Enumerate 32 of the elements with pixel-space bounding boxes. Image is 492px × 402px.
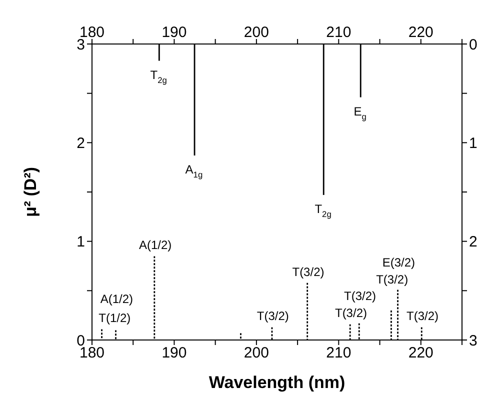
y-axis-title: μ² (D²) (21, 166, 40, 218)
y2-tick-label: 3 (469, 332, 478, 350)
annotation: A$_{1g}$ (185, 162, 203, 180)
x-tick-label: 210 (326, 24, 352, 41)
annotation: A(1/2) (100, 292, 134, 306)
y2-tick-label: 0 (469, 36, 478, 54)
annotation: T(3/2) (334, 306, 368, 320)
annotation: E$_{g}$ (354, 104, 367, 122)
x2-tick-label: 210 (326, 344, 352, 362)
annotation: T(3/2) (376, 272, 408, 286)
annotation: T(1/2) (98, 311, 131, 326)
x-tick-label: 200 (244, 24, 269, 41)
annotation: T(3/2) (292, 264, 324, 279)
x2-tick-label: 220 (408, 344, 434, 362)
y2-tick-label: 1 (469, 134, 478, 152)
annotation: T(3/2) (406, 309, 439, 324)
x2-tick-label: 180 (79, 344, 105, 362)
x-axis-title: Wavelength (nm) (208, 373, 346, 392)
annotation: A(1/2) (138, 238, 172, 252)
annotation: T(3/2) (256, 309, 289, 324)
y-tick-label: 2 (76, 134, 85, 152)
x2-tick-label: 190 (162, 344, 187, 362)
y2-tick-label: 2 (469, 234, 478, 251)
annotation: T$_{2g}$ (314, 202, 332, 219)
y-tick-label: 3 (76, 36, 85, 54)
annotation: E(3/2) (382, 256, 416, 270)
x2-tick-label: 200 (244, 344, 269, 362)
y-tick-label: 1 (76, 234, 85, 251)
x-tick-label: 190 (162, 24, 187, 41)
x-tick-label: 220 (408, 24, 434, 41)
annotation: T$_{2g}$ (150, 68, 168, 85)
annotation: T(3/2) (344, 289, 376, 304)
